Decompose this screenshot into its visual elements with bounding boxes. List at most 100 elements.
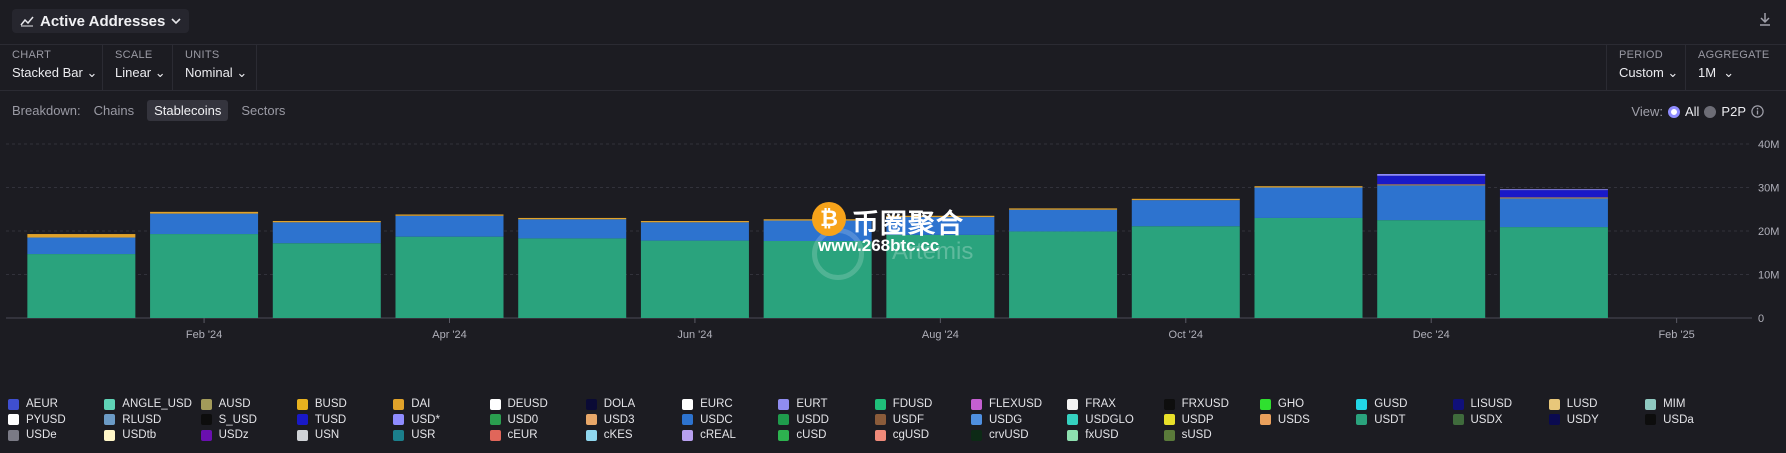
- legend-item[interactable]: USD0: [489, 414, 538, 426]
- legend-item[interactable]: EURT: [778, 398, 828, 410]
- legend-item[interactable]: USDa: [1645, 414, 1694, 426]
- legend-item[interactable]: MIM: [1645, 398, 1685, 410]
- legend-item[interactable]: USDF: [874, 414, 924, 426]
- legend-item[interactable]: BUSD: [296, 398, 347, 410]
- view-p2p-label[interactable]: P2P: [1721, 104, 1746, 119]
- legend-item[interactable]: USDz: [200, 429, 249, 441]
- legend-item[interactable]: GHO: [1259, 398, 1304, 410]
- bar-segment-usd-[interactable]: [1499, 189, 1608, 191]
- bar-segment-usd-[interactable]: [1377, 174, 1486, 176]
- view-all-label[interactable]: All: [1684, 104, 1700, 119]
- legend-item[interactable]: USDS: [1259, 414, 1310, 426]
- legend-item[interactable]: sUSD: [1163, 429, 1212, 441]
- legend-item[interactable]: USDe: [8, 429, 57, 441]
- bar-segment-dai[interactable]: [1009, 208, 1118, 210]
- breakdown-stablecoins[interactable]: Stablecoins: [147, 100, 229, 121]
- bar-segment-usdc[interactable]: [27, 237, 136, 255]
- legend-item[interactable]: GUSD: [1356, 398, 1407, 410]
- legend-item[interactable]: ANGLE_USD: [104, 398, 192, 410]
- bar-segment-dai[interactable]: [886, 215, 995, 218]
- bar-segment-dai[interactable]: [1131, 198, 1240, 201]
- scale-control[interactable]: SCALE Linear ⌄: [103, 44, 173, 90]
- bar-segment-usdc[interactable]: [518, 219, 627, 239]
- legend-item[interactable]: USDD: [778, 414, 829, 426]
- bar-segment-dai[interactable]: [27, 234, 136, 238]
- bar-segment-usdt[interactable]: [272, 243, 381, 318]
- legend-item[interactable]: cKES: [585, 429, 633, 441]
- legend-item[interactable]: USDY: [1548, 414, 1599, 426]
- legend-item[interactable]: DOLA: [585, 398, 635, 410]
- legend-item[interactable]: USDT: [1356, 414, 1406, 426]
- chart-type-control[interactable]: CHART Stacked Bar ⌄: [0, 44, 103, 90]
- bar-segment-usdc[interactable]: [886, 217, 995, 235]
- bar-segment-usdc[interactable]: [1377, 185, 1486, 221]
- legend-item[interactable]: USDtb: [104, 429, 156, 441]
- bar-segment-usdt[interactable]: [395, 236, 504, 318]
- info-icon[interactable]: [1751, 105, 1764, 118]
- period-control[interactable]: PERIOD Custom ⌄: [1606, 44, 1686, 90]
- bar-segment-usdc[interactable]: [1254, 187, 1363, 218]
- legend-item[interactable]: fxUSD: [1067, 429, 1119, 441]
- bar-segment-usdt[interactable]: [1131, 226, 1240, 318]
- legend-item[interactable]: FLEXUSD: [971, 398, 1042, 410]
- metric-selector[interactable]: Active Addresses: [12, 9, 190, 33]
- bar-segment-usdt[interactable]: [886, 234, 995, 318]
- bar-segment-dai[interactable]: [1254, 186, 1363, 188]
- legend-item[interactable]: USDC: [682, 414, 733, 426]
- legend-item[interactable]: crvUSD: [971, 429, 1029, 441]
- legend-item[interactable]: cREAL: [682, 429, 736, 441]
- legend-item[interactable]: cEUR: [489, 429, 538, 441]
- bar-segment-dai[interactable]: [395, 214, 504, 216]
- legend-item[interactable]: DEUSD: [489, 398, 548, 410]
- bar-segment-usdc[interactable]: [640, 222, 749, 241]
- bar-segment-tusd[interactable]: [1377, 175, 1486, 185]
- legend-item[interactable]: USDP: [1163, 414, 1214, 426]
- bar-segment-dai[interactable]: [518, 217, 627, 220]
- bar-segment-dai[interactable]: [150, 211, 259, 214]
- legend-item[interactable]: cUSD: [778, 429, 826, 441]
- bar-segment-dai[interactable]: [1377, 184, 1486, 186]
- view-p2p-radio[interactable]: [1704, 105, 1717, 118]
- legend-item[interactable]: USDGLO: [1067, 414, 1134, 426]
- legend-item[interactable]: USDG: [971, 414, 1022, 426]
- legend-item[interactable]: LISUSD: [1452, 398, 1512, 410]
- bar-segment-dai[interactable]: [272, 220, 381, 223]
- breakdown-sectors[interactable]: Sectors: [241, 103, 286, 118]
- breakdown-chains[interactable]: Chains: [93, 103, 135, 118]
- legend-item[interactable]: TUSD: [296, 414, 346, 426]
- legend-item[interactable]: EURC: [682, 398, 733, 410]
- bar-segment-usdt[interactable]: [1377, 220, 1486, 318]
- bar-segment-usdt[interactable]: [640, 240, 749, 318]
- legend-item[interactable]: LUSD: [1548, 398, 1597, 410]
- legend-item[interactable]: AUSD: [200, 398, 251, 410]
- legend-item[interactable]: cgUSD: [874, 429, 929, 441]
- legend-item[interactable]: USDX: [1452, 414, 1502, 426]
- legend-item[interactable]: FDUSD: [874, 398, 932, 410]
- bar-segment-tusd[interactable]: [1499, 190, 1608, 198]
- download-icon[interactable]: [1758, 12, 1772, 30]
- bar-segment-usdt[interactable]: [518, 238, 627, 318]
- bar-segment-usdc[interactable]: [1009, 209, 1118, 232]
- bar-segment-usdc[interactable]: [1131, 200, 1240, 227]
- legend-item[interactable]: FRAX: [1067, 398, 1116, 410]
- legend-item[interactable]: USN: [296, 429, 339, 441]
- bar-segment-usdc[interactable]: [272, 222, 381, 244]
- legend-item[interactable]: USD3: [585, 414, 634, 426]
- bar-segment-usdt[interactable]: [150, 234, 259, 318]
- legend-item[interactable]: USD*: [393, 414, 440, 426]
- legend-item[interactable]: RLUSD: [104, 414, 161, 426]
- bar-segment-dai[interactable]: [640, 220, 749, 223]
- legend-item[interactable]: DAI: [393, 398, 430, 410]
- bar-segment-usdt[interactable]: [1499, 227, 1608, 318]
- units-control[interactable]: UNITS Nominal ⌄: [173, 44, 257, 90]
- bar-segment-usdc[interactable]: [1499, 198, 1608, 228]
- legend-item[interactable]: USR: [393, 429, 435, 441]
- legend-item[interactable]: S_USD: [200, 414, 257, 426]
- view-all-radio[interactable]: [1667, 105, 1680, 118]
- bar-segment-usdt[interactable]: [1009, 231, 1118, 318]
- legend-item[interactable]: PYUSD: [8, 414, 66, 426]
- bar-segment-usdt[interactable]: [27, 254, 136, 318]
- bar-segment-dai[interactable]: [1499, 197, 1608, 199]
- aggregate-control[interactable]: AGGREGATE 1M ⌄: [1686, 44, 1786, 90]
- bar-segment-usdt[interactable]: [1254, 217, 1363, 318]
